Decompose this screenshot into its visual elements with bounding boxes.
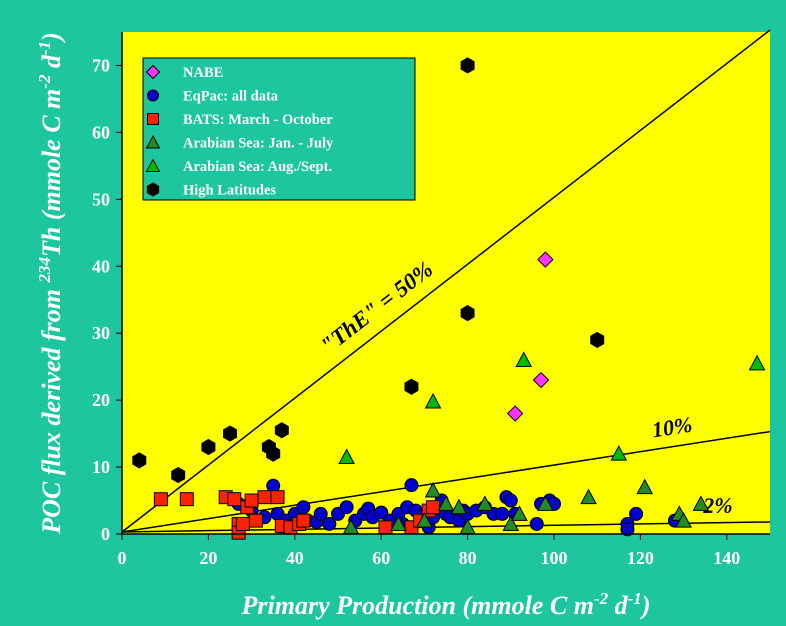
data-point — [636, 478, 654, 495]
data-point — [390, 515, 407, 531]
data-point — [201, 438, 216, 456]
data-point — [580, 488, 597, 505]
legend-label: NABE — [183, 65, 223, 81]
legend-marker — [147, 89, 159, 102]
data-point — [495, 506, 510, 521]
data-point — [270, 490, 285, 505]
data-point — [338, 448, 355, 465]
y-tick-label: 30 — [92, 323, 110, 343]
data-point — [404, 378, 419, 395]
x-tick-label: 120 — [627, 548, 654, 568]
data-point — [227, 492, 242, 507]
ref-line — [121, 430, 771, 533]
legend: NABE EqPac: all data BATS: March - October… — [142, 57, 416, 201]
y-tick-label: 70 — [92, 55, 110, 75]
y-tick-label: 40 — [92, 256, 110, 276]
data-point — [515, 351, 533, 367]
data-point — [692, 495, 710, 511]
data-point — [610, 445, 628, 461]
data-point — [313, 506, 328, 521]
data-point — [426, 500, 441, 515]
data-point — [322, 516, 337, 531]
data-point — [511, 505, 528, 521]
x-tick-label: 20 — [199, 548, 217, 568]
data-point — [424, 392, 442, 409]
x-tick-label: 140 — [713, 548, 740, 568]
ref-line — [121, 521, 771, 533]
legend-box — [142, 57, 416, 201]
data-point — [274, 422, 289, 439]
data-point — [153, 492, 168, 507]
data-point — [476, 495, 494, 511]
legend-label: EqPac: all data — [183, 89, 279, 105]
data-point — [248, 513, 263, 528]
data-point — [339, 500, 354, 515]
series-2 — [153, 490, 441, 540]
y-axis-title: POC flux derived from 234Th (mmole C m-2… — [35, 32, 66, 535]
legend-label: High Latitudes — [183, 183, 276, 199]
x-tick-label: 40 — [286, 548, 304, 568]
y-tick-label: 0 — [101, 524, 110, 544]
data-point — [532, 371, 550, 389]
data-point — [537, 251, 554, 268]
data-point — [374, 505, 389, 520]
data-point — [223, 425, 237, 442]
data-point — [424, 481, 442, 498]
data-point — [450, 498, 468, 515]
legend-marker — [145, 64, 161, 80]
data-point — [675, 512, 692, 528]
legend-marker — [145, 134, 161, 149]
data-point — [244, 493, 259, 508]
ref-line-label: 10% — [650, 412, 694, 443]
data-point — [502, 515, 520, 531]
data-point — [266, 445, 281, 462]
data-point — [460, 57, 475, 74]
x-tick-label: 60 — [372, 548, 390, 568]
data-point — [404, 478, 419, 493]
data-point — [620, 522, 635, 537]
data-point — [132, 452, 147, 469]
data-point — [629, 506, 644, 521]
ref-line — [121, 29, 771, 533]
y-tick-label: 50 — [92, 189, 110, 209]
legend-marker — [147, 113, 159, 125]
data-point — [179, 492, 194, 507]
data-point — [503, 493, 518, 508]
x-tick-label: 100 — [541, 548, 568, 568]
legend-label: BATS: March - October — [183, 112, 333, 128]
data-point — [460, 305, 475, 322]
data-point — [171, 467, 186, 484]
data-point — [506, 405, 524, 422]
series-4 — [338, 351, 766, 465]
y-tick-label: 60 — [92, 122, 110, 142]
x-tick-label: 0 — [118, 548, 127, 568]
data-point — [378, 520, 393, 535]
data-point — [529, 516, 544, 531]
x-tick-label: 80 — [459, 548, 477, 568]
data-point — [748, 354, 766, 371]
series-5 — [132, 57, 605, 484]
data-point — [235, 516, 250, 531]
legend-marker — [145, 158, 161, 172]
data-point — [590, 331, 605, 348]
data-point — [257, 490, 272, 505]
ref-line-label: 2% — [702, 493, 733, 518]
data-point — [437, 495, 455, 511]
legend-label: Arabian Sea: Jan. - July — [183, 136, 334, 152]
data-point — [296, 500, 311, 515]
series-3 — [342, 478, 710, 535]
legend-label: Arabian Sea: Aug./Sept. — [183, 159, 332, 175]
legend-marker — [146, 182, 160, 197]
data-point — [537, 495, 554, 511]
data-point — [296, 513, 311, 528]
data-point — [416, 512, 433, 528]
y-tick-label: 20 — [92, 390, 110, 410]
y-tick-label: 10 — [92, 457, 110, 477]
series-0 — [506, 251, 554, 422]
x-axis-title: Primary Production (mmole C m-2 d-1) — [241, 589, 651, 620]
